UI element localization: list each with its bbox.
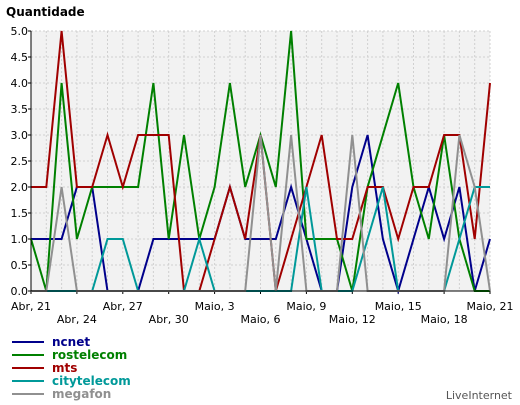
y-tick-label: 4.0 xyxy=(11,77,29,90)
legend-label-ncnet: ncnet xyxy=(52,335,90,349)
x-tick-label: Maio, 15 xyxy=(375,300,422,313)
y-tick-label: 3.5 xyxy=(11,103,29,116)
legend-label-rostelecom: rostelecom xyxy=(52,348,127,362)
x-tick-label: Maio, 9 xyxy=(286,300,326,313)
x-tick-label: Abr, 24 xyxy=(57,313,97,326)
y-tick-label: 4.5 xyxy=(11,51,29,64)
legend-label-megafon: megafon xyxy=(52,387,111,401)
y-tick-label: 5.0 xyxy=(11,25,29,38)
y-tick-label: 0.5 xyxy=(11,259,29,272)
legend-label-mts: mts xyxy=(52,361,77,375)
y-tick-label: 3.0 xyxy=(11,129,29,142)
credit-label: LiveInternet xyxy=(446,389,513,402)
x-tick-label: Abr, 27 xyxy=(103,300,143,313)
grid-lines xyxy=(30,30,491,292)
chart-title: Quantidade xyxy=(6,5,85,19)
legend-label-citytelecom: citytelecom xyxy=(52,374,131,388)
y-tick-label: 1.5 xyxy=(11,207,29,220)
y-tick-label: 1.0 xyxy=(11,233,29,246)
x-tick-label: Maio, 6 xyxy=(240,313,280,326)
y-tick-label: 2.5 xyxy=(11,155,29,168)
x-tick-label: Maio, 12 xyxy=(329,313,376,326)
y-axis: 0.0 0.5 1.0 1.5 2.0 2.5 3.0 3.5 4.0 4.5 5.0 xyxy=(11,25,31,298)
x-tick-label: Maio, 21 xyxy=(466,300,513,313)
y-tick-label: 0.0 xyxy=(11,285,29,298)
y-tick-label: 2.0 xyxy=(11,181,29,194)
x-tick-label: Abr, 21 xyxy=(11,300,51,313)
x-axis: Abr, 21 Abr, 24 Abr, 27 Abr, 30 Maio, 3 Maio,… xyxy=(11,291,514,326)
axes-frame xyxy=(30,31,490,292)
x-tick-label: Maio, 3 xyxy=(195,300,235,313)
x-tick-label: Maio, 18 xyxy=(421,313,468,326)
x-tick-label: Abr, 30 xyxy=(149,313,189,326)
